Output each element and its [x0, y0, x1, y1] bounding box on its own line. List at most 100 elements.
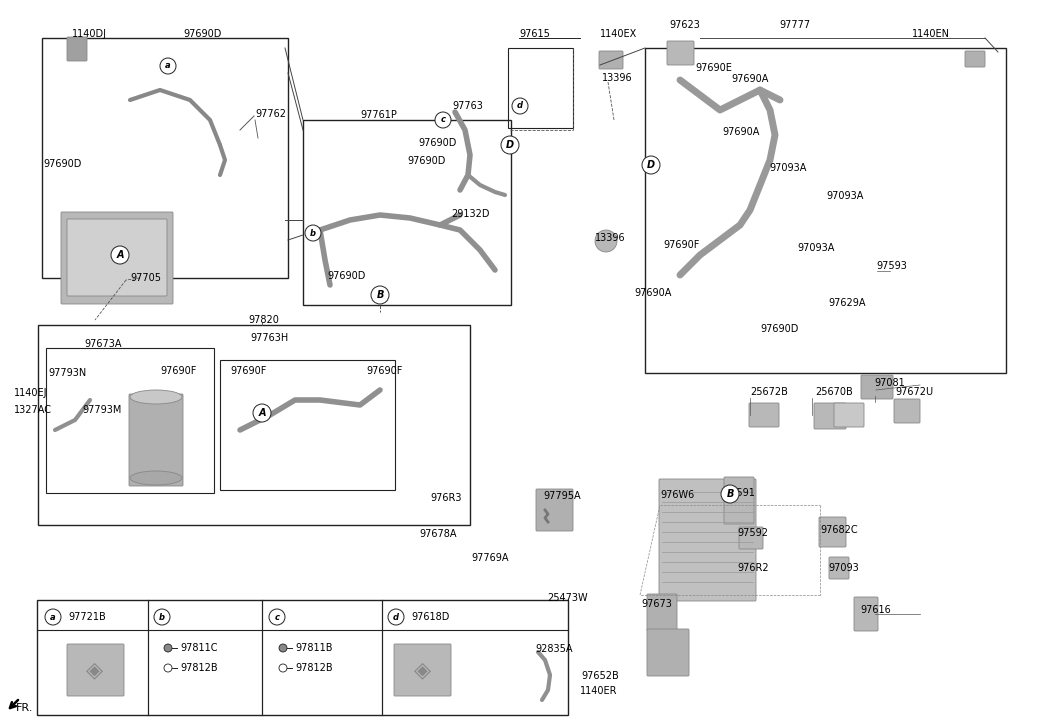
Bar [220, 360, 395, 490]
Circle shape [388, 609, 404, 625]
Circle shape [371, 286, 389, 304]
Text: a: a [165, 62, 171, 71]
Ellipse shape [130, 390, 182, 404]
Text: 97690D: 97690D [407, 156, 445, 166]
Text: 97093: 97093 [828, 563, 859, 573]
Text: b: b [310, 228, 316, 238]
Text: A: A [258, 408, 266, 418]
Text: 97690F: 97690F [663, 240, 699, 250]
Text: 97690F: 97690F [230, 366, 267, 376]
Text: 1140ER: 1140ER [580, 686, 618, 696]
Bar [508, 48, 573, 128]
Ellipse shape [595, 230, 617, 252]
Text: 97629A: 97629A [828, 298, 865, 308]
Text: 97678A: 97678A [419, 529, 456, 539]
Text: 97690F: 97690F [366, 366, 403, 376]
Text: 97690D: 97690D [760, 324, 798, 334]
Circle shape [305, 225, 321, 241]
FancyBboxPatch shape [67, 219, 167, 296]
Text: 97690D: 97690D [43, 159, 82, 169]
Text: 1140EN: 1140EN [912, 29, 950, 39]
Bar [37, 600, 568, 715]
Text: ◈: ◈ [414, 660, 431, 680]
FancyBboxPatch shape [598, 51, 623, 69]
Text: 97081: 97081 [874, 378, 905, 388]
Text: 97093A: 97093A [826, 191, 863, 201]
Circle shape [721, 485, 739, 503]
FancyBboxPatch shape [724, 477, 754, 524]
FancyBboxPatch shape [667, 41, 694, 65]
Text: 25672B: 25672B [750, 387, 788, 397]
Text: D: D [506, 140, 514, 150]
FancyBboxPatch shape [829, 557, 849, 579]
Text: 97690D: 97690D [418, 138, 456, 148]
Text: 97615: 97615 [519, 29, 550, 39]
FancyBboxPatch shape [854, 597, 878, 631]
Text: 97672U: 97672U [895, 387, 933, 397]
Text: d: d [517, 102, 523, 111]
Text: 97592: 97592 [737, 528, 767, 538]
FancyBboxPatch shape [834, 403, 864, 427]
Circle shape [164, 644, 172, 652]
FancyBboxPatch shape [749, 403, 779, 427]
Text: 97820: 97820 [248, 315, 279, 325]
Text: c: c [440, 116, 445, 124]
Circle shape [501, 136, 519, 154]
Circle shape [111, 246, 129, 264]
Text: 97652B: 97652B [581, 671, 619, 681]
Text: 97618D: 97618D [411, 612, 450, 622]
Text: FR.: FR. [16, 703, 33, 713]
Text: 976R3: 976R3 [431, 493, 461, 503]
Text: 97690A: 97690A [722, 127, 759, 137]
Text: 1140DJ: 1140DJ [72, 29, 107, 39]
FancyBboxPatch shape [61, 212, 173, 304]
Text: a: a [50, 613, 56, 622]
Bar [38, 325, 470, 525]
Text: B: B [726, 489, 733, 499]
Text: 97763H: 97763H [250, 333, 288, 343]
Text: 97093A: 97093A [769, 163, 807, 173]
FancyBboxPatch shape [394, 644, 451, 696]
Text: 97093A: 97093A [797, 243, 834, 253]
Text: 97690D: 97690D [327, 271, 366, 281]
Text: 29132D: 29132D [451, 209, 489, 219]
FancyBboxPatch shape [739, 527, 763, 549]
Text: 1327AC: 1327AC [14, 405, 52, 415]
Bar [645, 48, 1006, 373]
Text: 1140EJ: 1140EJ [14, 388, 48, 398]
Text: 97812B: 97812B [180, 663, 218, 673]
Text: 97682C: 97682C [820, 525, 858, 535]
Bar [46, 348, 214, 493]
Circle shape [642, 156, 660, 174]
Text: 97690D: 97690D [183, 29, 221, 39]
Circle shape [435, 112, 451, 128]
Text: 25670B: 25670B [815, 387, 853, 397]
Text: 1140EX: 1140EX [600, 29, 637, 39]
Text: 97690A: 97690A [634, 288, 672, 298]
Text: c: c [274, 613, 280, 622]
Text: 97761P: 97761P [360, 110, 396, 120]
FancyBboxPatch shape [659, 479, 756, 601]
Text: 97769A: 97769A [471, 553, 508, 563]
Text: 13396: 13396 [602, 73, 632, 83]
Text: 97690E: 97690E [695, 63, 731, 73]
Circle shape [512, 98, 528, 114]
Text: 97793N: 97793N [48, 368, 86, 378]
FancyBboxPatch shape [67, 37, 87, 61]
Text: A: A [116, 250, 123, 260]
Text: B: B [376, 290, 384, 300]
Text: 97623: 97623 [669, 20, 699, 30]
FancyBboxPatch shape [965, 51, 985, 67]
FancyBboxPatch shape [861, 375, 893, 399]
Text: 97690A: 97690A [731, 74, 769, 84]
Text: 97673: 97673 [641, 599, 672, 609]
Circle shape [154, 609, 170, 625]
Bar [43, 38, 288, 278]
FancyBboxPatch shape [819, 517, 846, 547]
Text: 97763: 97763 [452, 101, 483, 111]
Circle shape [279, 644, 287, 652]
Text: ◈: ◈ [86, 660, 103, 680]
FancyBboxPatch shape [814, 403, 846, 429]
FancyBboxPatch shape [894, 399, 919, 423]
Text: 97795A: 97795A [543, 491, 580, 501]
